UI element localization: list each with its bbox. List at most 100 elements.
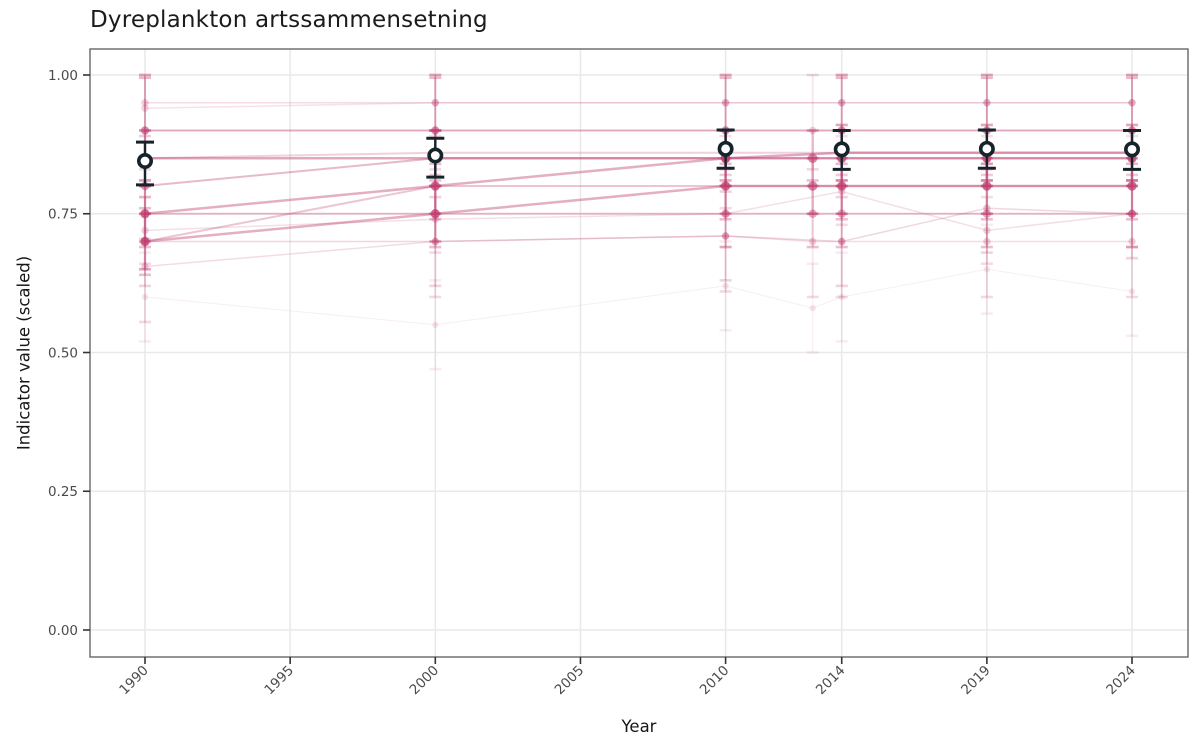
x-tick-label: 2024 [1103,663,1139,699]
indicator-point [721,209,730,218]
indicator-point [838,99,846,107]
indicator-line [144,268,1133,326]
x-tick-label: 1990 [116,663,152,699]
indicator-point [431,237,439,246]
indicator-point [1128,210,1136,218]
indicator-point [807,153,818,163]
indicator-point [1127,181,1137,191]
indicator-point [982,181,992,191]
x-tick-label: 1995 [261,663,297,699]
indicator-point [808,209,817,218]
y-tick-label: 0.25 [48,484,78,500]
indicator-point [837,181,846,191]
indicator-line [144,207,1133,243]
indicator-point [431,181,440,191]
y-tick-label: 1.00 [48,68,78,84]
indicator-point [141,293,149,301]
x-tick-label: 2000 [407,663,443,699]
indicator-point [982,181,992,191]
indicator-point [431,215,439,223]
indicator-line [144,190,1133,232]
indicator-point [141,237,149,246]
x-tick-label: 2014 [813,663,849,699]
indicator-point [838,187,846,196]
indicator-point [838,237,846,246]
y-tick-label: 0.50 [48,345,78,361]
axis-labels-layer: 1990 1995 2000 2005 2010 2014 2019 2024 0.00 0.25… [48,68,1139,698]
indicator-point [721,181,730,191]
gridlines-layer [90,49,1188,657]
mean-point [717,140,734,157]
indicator-point [141,262,149,271]
x-tick-label: 2019 [958,663,994,699]
indicator-point [431,237,439,246]
indicator-point [983,237,991,246]
indicator-point [140,126,150,135]
axis-ticks-layer [83,74,1133,664]
indicator-point [431,126,440,135]
indicator-point [430,181,440,191]
indicator-point [1127,181,1137,191]
indicator-point [141,126,149,135]
indicator-point [722,282,729,290]
indicator-point [809,304,816,312]
indicator-point [1128,210,1136,218]
indicator-point [141,226,149,235]
y-axis-title: Indicator value (scaled) [14,255,34,451]
indicator-point [983,99,991,107]
indicator-point [140,209,150,219]
indicator-point [141,99,149,107]
indicator-point [1128,237,1136,246]
chart-title: Dyreplankton artssammensetning [90,7,488,33]
indicator-point [983,204,991,212]
indicator-point [808,237,817,246]
indicator-point [720,181,731,191]
indicator-point [982,209,992,218]
mean-point [427,147,444,164]
indicator-point [1128,99,1136,107]
indicator-point [431,126,439,135]
indicator-point [721,232,730,240]
indicator-point [837,209,846,218]
indicator-point [430,209,440,219]
x-tick-label: 2010 [697,663,733,699]
indicator-point [983,99,991,107]
mean-point [137,153,154,170]
y-tick-label: 0.75 [48,207,78,223]
indicator-point [838,237,846,246]
indicator-point [432,321,439,328]
indicator-line [143,151,1134,160]
indicator-point [141,104,149,113]
indicator-point [431,99,439,107]
indicator-point [721,99,730,107]
indicator-errorbars-layer [139,73,1139,371]
indicator-point [140,237,150,246]
indicator-point [837,181,847,191]
y-tick-label: 0.00 [48,623,78,639]
indicator-line [144,157,1134,187]
indicator-point [140,209,150,218]
indicator-point [838,293,845,301]
mean-point [833,141,850,158]
indicator-point [1127,209,1137,218]
indicator-point [721,232,730,240]
mean-point [1124,141,1141,158]
indicator-point [431,99,439,107]
indicator-point [807,181,818,191]
mean-layer [136,128,1142,187]
indicator-line [144,185,1134,243]
indicator-point [721,210,730,218]
indicator-line [144,235,1133,268]
indicator-point [1128,99,1136,107]
indicator-point [140,236,150,247]
indicator-line [144,102,1133,110]
indicator-point [1128,288,1136,295]
indicator-line [144,151,1134,160]
indicator-point [721,99,730,107]
indicator-point [983,226,991,235]
indicator-point [808,126,817,135]
indicator-point [983,266,991,273]
mean-point [978,140,995,157]
